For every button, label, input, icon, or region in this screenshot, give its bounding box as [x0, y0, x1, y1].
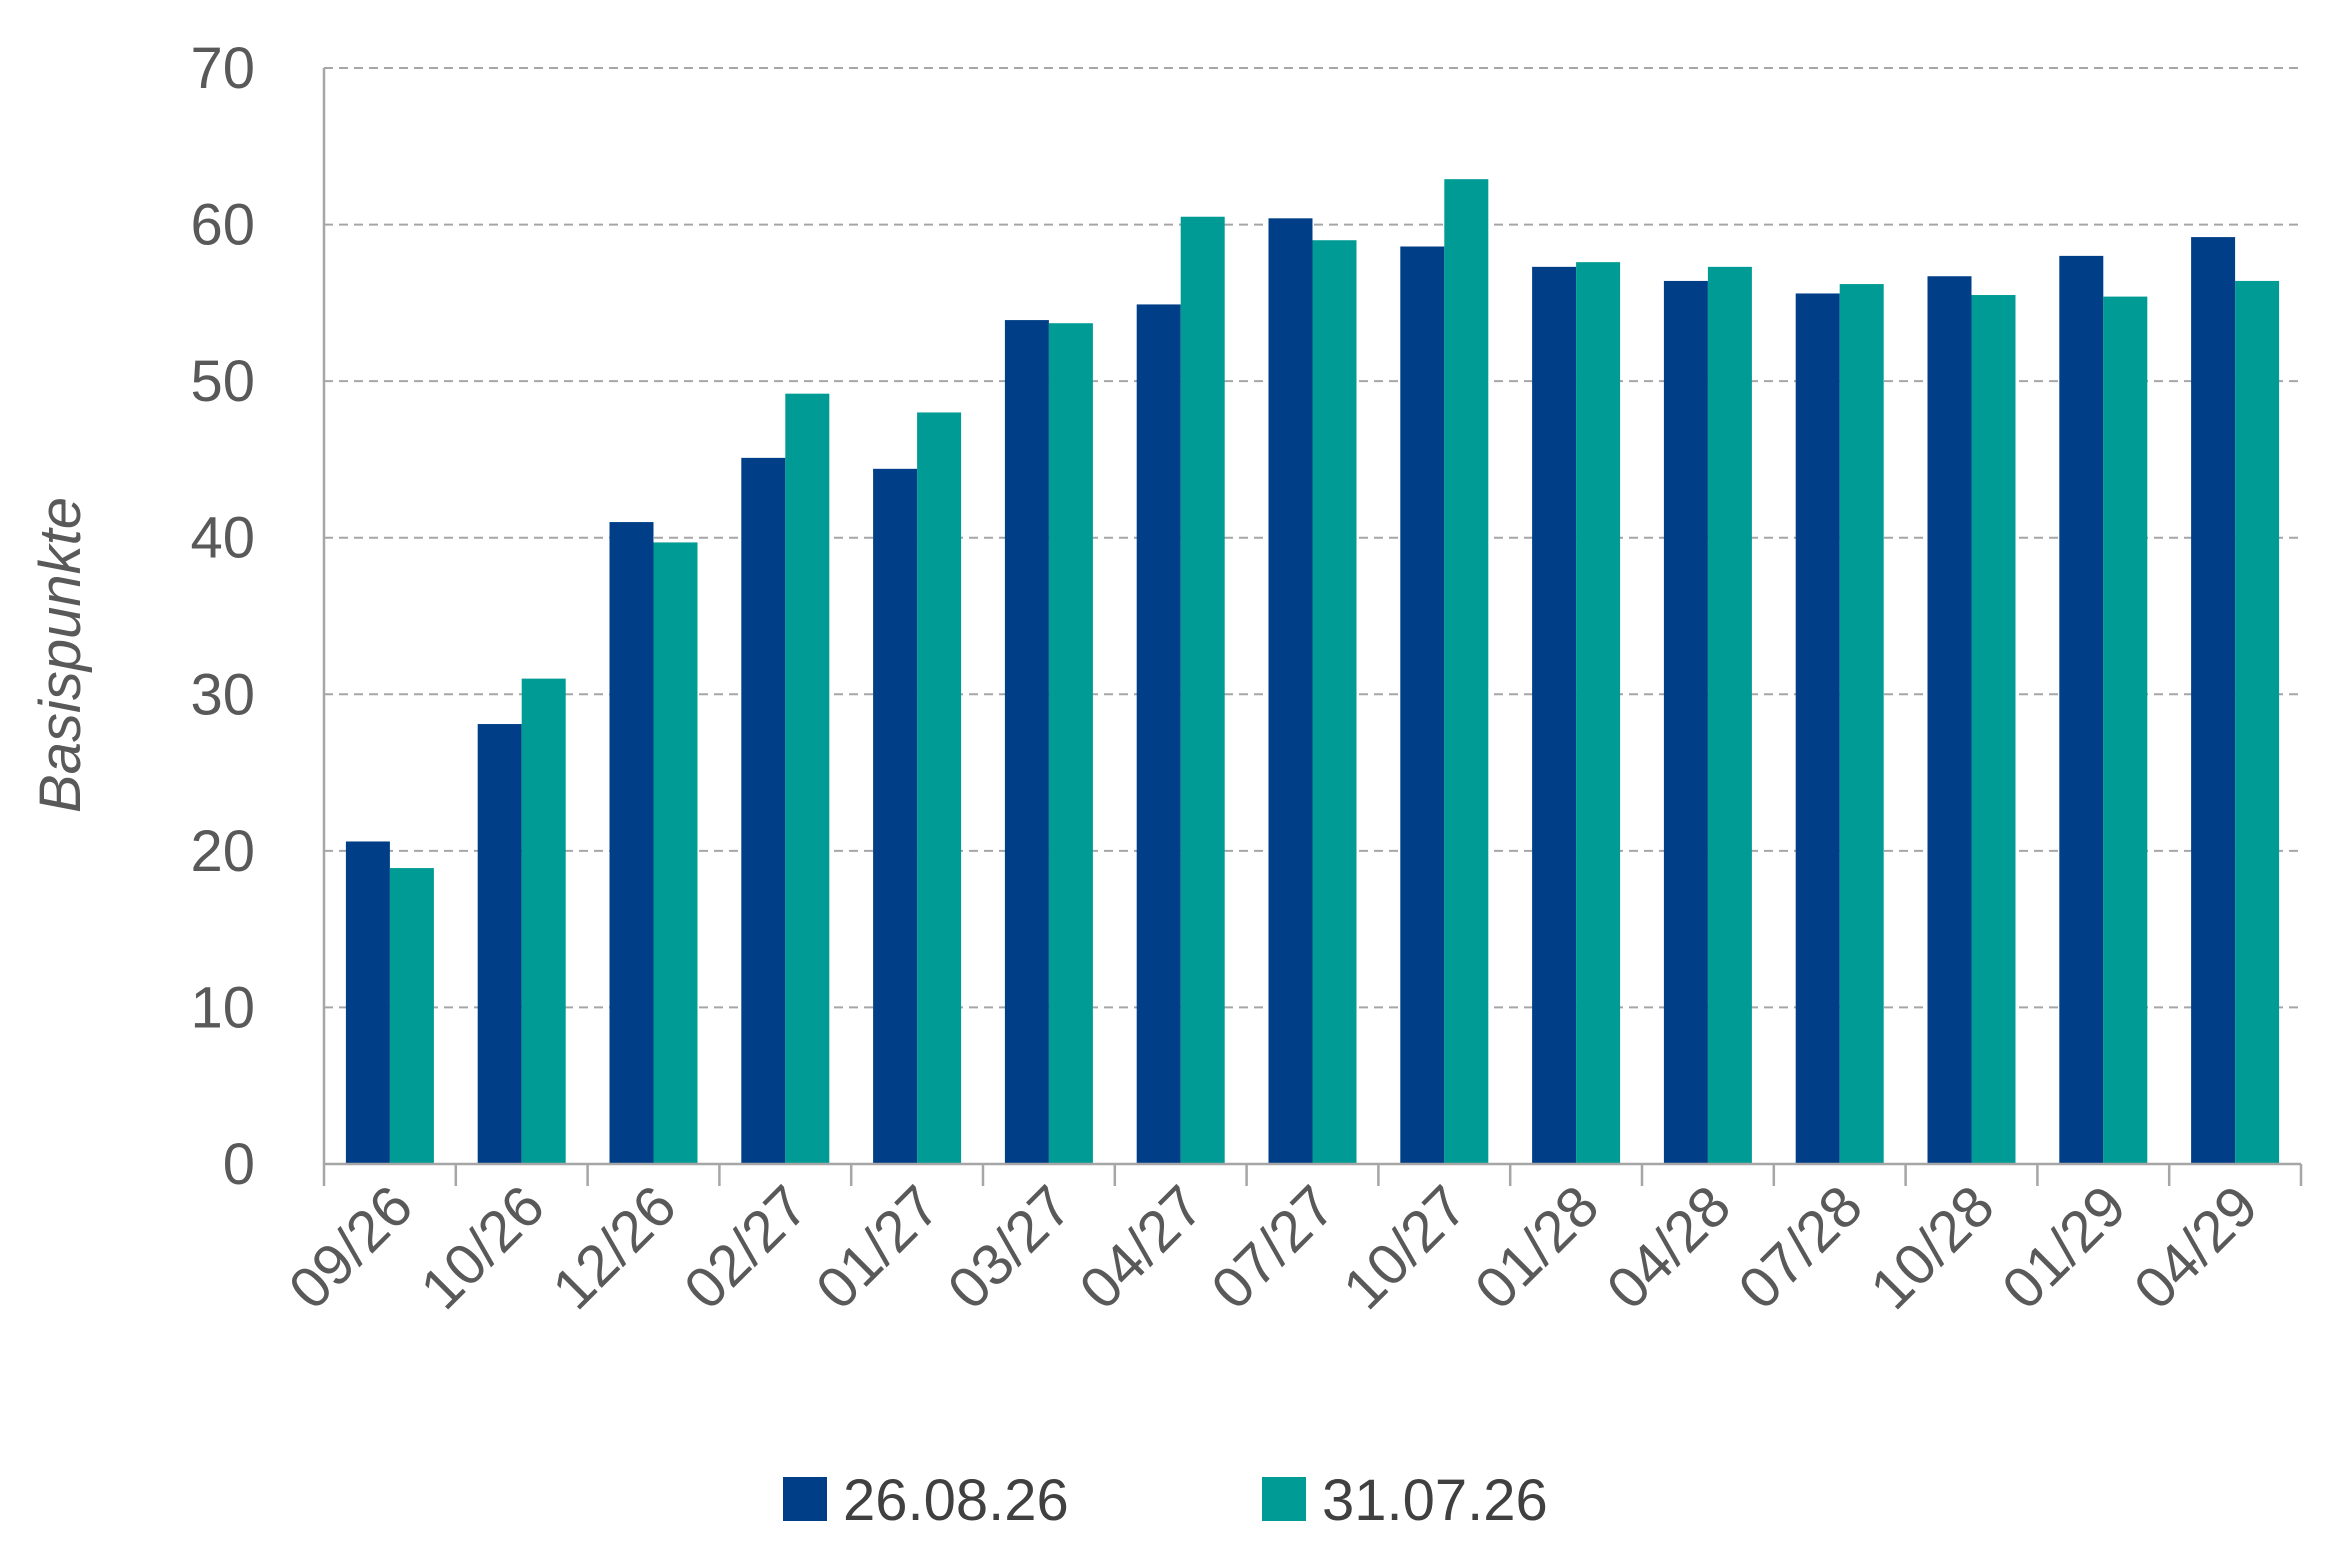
bar-series-1 — [1268, 218, 1313, 1164]
legend-label: 26.08.26 — [843, 1468, 1069, 1533]
bar-series-2 — [1048, 323, 1093, 1164]
bar-series-2 — [1312, 240, 1357, 1164]
axes — [322, 68, 2303, 1186]
bar-series-2 — [389, 868, 434, 1164]
y-tick-label: 70 — [190, 36, 255, 101]
legend-swatch — [783, 1477, 827, 1521]
legend-swatch — [1262, 1477, 1306, 1521]
y-tick-label: 30 — [190, 662, 255, 727]
bar-series-2 — [521, 678, 566, 1164]
x-tick-label: 01/29 — [1990, 1173, 2139, 1322]
bar-series-2 — [1576, 262, 1621, 1164]
bar-series-1 — [345, 841, 390, 1164]
y-tick-label: 0 — [223, 1132, 255, 1197]
x-tick-label: 01/27 — [804, 1173, 953, 1322]
bar-series-1 — [609, 522, 654, 1164]
bar-series-2 — [1839, 284, 1884, 1164]
legend-label: 31.07.26 — [1322, 1468, 1548, 1533]
x-tick-label: 04/27 — [1067, 1173, 1216, 1322]
bar-series-2 — [785, 393, 830, 1164]
bar-series-1 — [2191, 237, 2236, 1164]
y-tick-label: 20 — [190, 819, 255, 884]
bar-series-2 — [1707, 266, 1752, 1164]
bar-series-1 — [873, 468, 918, 1164]
legend: 26.08.26 31.07.26 — [783, 1468, 1548, 1533]
y-tick-label: 10 — [190, 975, 255, 1040]
bar-series-2 — [1971, 295, 2016, 1164]
bar-series-2 — [2103, 296, 2148, 1164]
bar-series-2 — [1444, 179, 1489, 1164]
y-tick-label: 50 — [190, 349, 255, 414]
bar-series-2 — [917, 412, 962, 1164]
y-tick-label: 60 — [190, 193, 255, 258]
bar-series-2 — [1180, 216, 1225, 1164]
bar-series-1 — [1136, 304, 1181, 1164]
bar-series-2 — [2235, 280, 2280, 1164]
bar-series-1 — [1663, 280, 1708, 1164]
x-tick-label: 04/29 — [2122, 1173, 2271, 1322]
bar-series-1 — [741, 457, 786, 1164]
bar-series-1 — [1532, 266, 1577, 1164]
bar-series-1 — [1004, 320, 1049, 1165]
x-tick-label: 10/28 — [1858, 1173, 2007, 1322]
x-tick-label: 07/28 — [1726, 1173, 1875, 1322]
x-tick-label: 09/26 — [276, 1173, 425, 1322]
x-tick-label: 10/26 — [408, 1173, 557, 1322]
bar-series-1 — [1795, 293, 1840, 1164]
bar-series-1 — [477, 724, 522, 1164]
bar-series-1 — [2059, 255, 2104, 1164]
x-tick-label: 07/27 — [1199, 1173, 1348, 1322]
bar-series-2 — [653, 542, 698, 1164]
x-axis-tick-labels: 09/2610/2612/2602/2701/2703/2704/2707/27… — [276, 1173, 2270, 1322]
x-tick-label: 03/27 — [935, 1173, 1084, 1322]
x-tick-label: 04/28 — [1594, 1173, 1743, 1322]
bar-series-1 — [1927, 276, 1972, 1164]
bars — [345, 179, 2280, 1165]
x-tick-label: 02/27 — [672, 1173, 821, 1322]
x-tick-label: 01/28 — [1463, 1173, 1612, 1322]
x-tick-label: 12/26 — [540, 1173, 689, 1322]
bar-series-1 — [1400, 246, 1445, 1164]
y-tick-label: 40 — [190, 506, 255, 571]
y-axis-tick-labels: 0 10 20 30 40 50 60 70 — [190, 36, 255, 1197]
y-axis-label: Basispunkte — [28, 497, 93, 813]
x-tick-label: 10/27 — [1331, 1173, 1480, 1322]
